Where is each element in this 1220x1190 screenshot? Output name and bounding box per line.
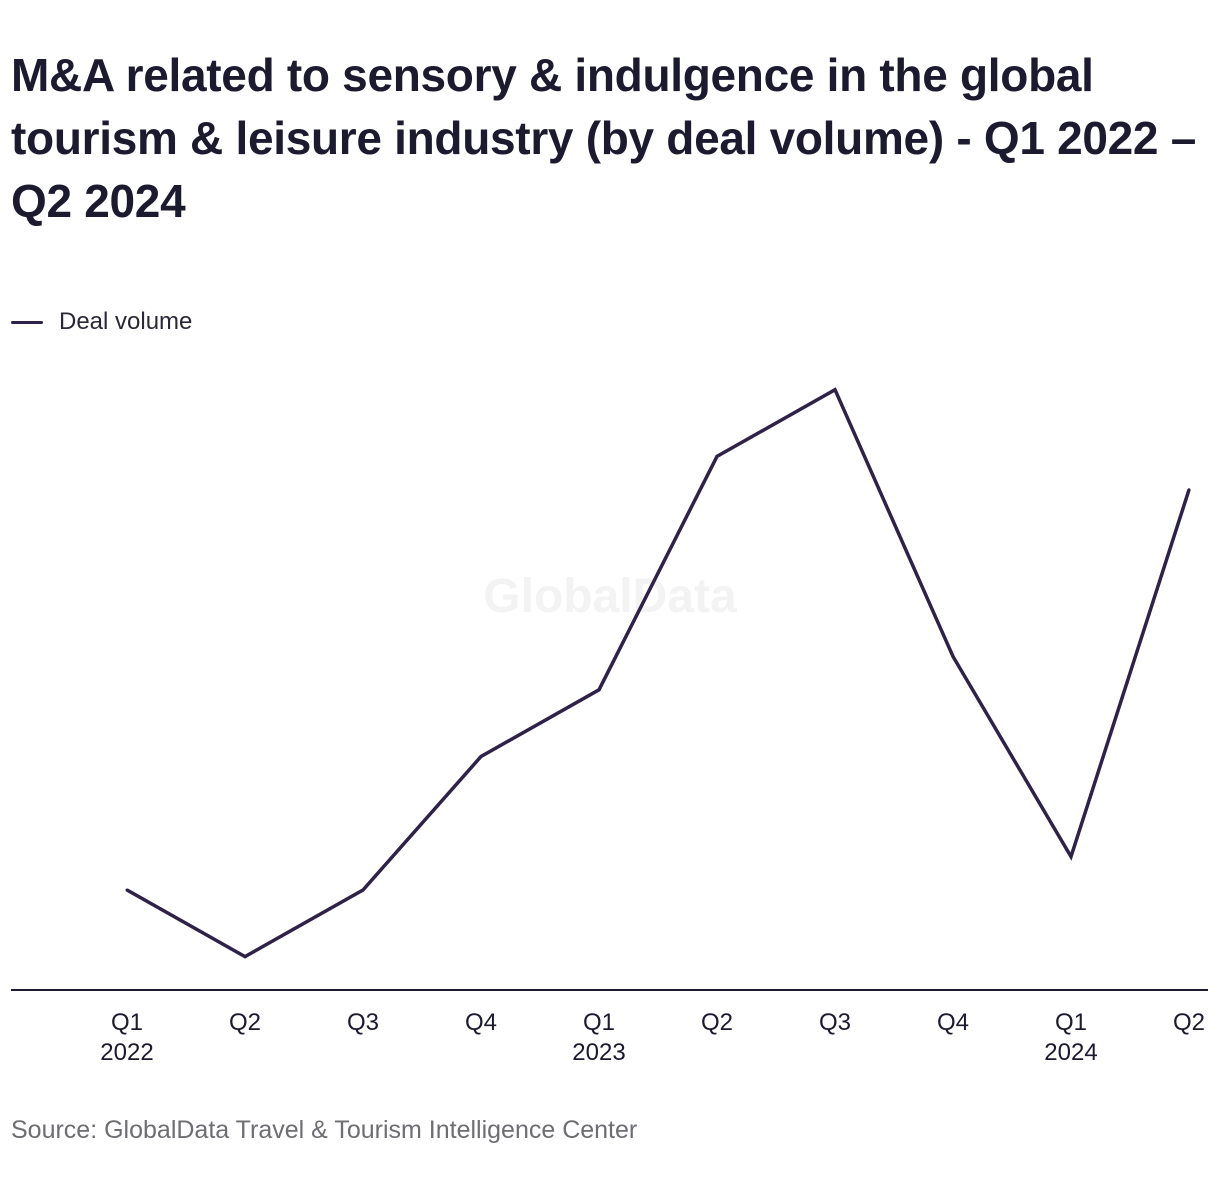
- data-point: [1187, 488, 1191, 492]
- x-tick-label: Q4: [937, 1009, 969, 1036]
- series-line-0: [126, 387, 1191, 959]
- x-tick-label: Q1: [583, 1009, 615, 1036]
- legend: Deal volume: [11, 306, 192, 338]
- x-tick-label: Q1: [111, 1009, 143, 1036]
- data-point: [1069, 855, 1073, 859]
- chart-title: M&A related to sensory & indulgence in t…: [11, 49, 1196, 227]
- data-point: [597, 688, 601, 692]
- x-tick-year-label: 2022: [100, 1039, 153, 1066]
- x-tick-label: Q2: [229, 1009, 261, 1036]
- x-tick-label: Q1: [1055, 1009, 1087, 1036]
- data-point: [125, 888, 129, 892]
- data-point: [715, 454, 719, 458]
- legend-label: Deal volume: [59, 308, 193, 335]
- legend-line-swatch: [11, 320, 43, 324]
- x-tick-label: Q3: [347, 1009, 379, 1036]
- x-tick-label: Q3: [819, 1009, 851, 1036]
- x-tick-label: Q2: [701, 1009, 733, 1036]
- x-tick-year-label: 2023: [572, 1039, 625, 1066]
- data-point: [479, 755, 483, 758]
- data-point: [833, 388, 837, 392]
- x-tick-label: Q4: [465, 1009, 497, 1036]
- source-note: Source: GlobalData Travel & Tourism Inte…: [11, 1116, 638, 1144]
- x-tick-label: Q2: [1173, 1009, 1205, 1036]
- data-point: [361, 888, 365, 892]
- x-tick-year-label: 2024: [1044, 1039, 1097, 1066]
- data-point: [243, 955, 247, 959]
- data-point: [951, 655, 955, 658]
- watermark: GlobalData: [483, 570, 737, 623]
